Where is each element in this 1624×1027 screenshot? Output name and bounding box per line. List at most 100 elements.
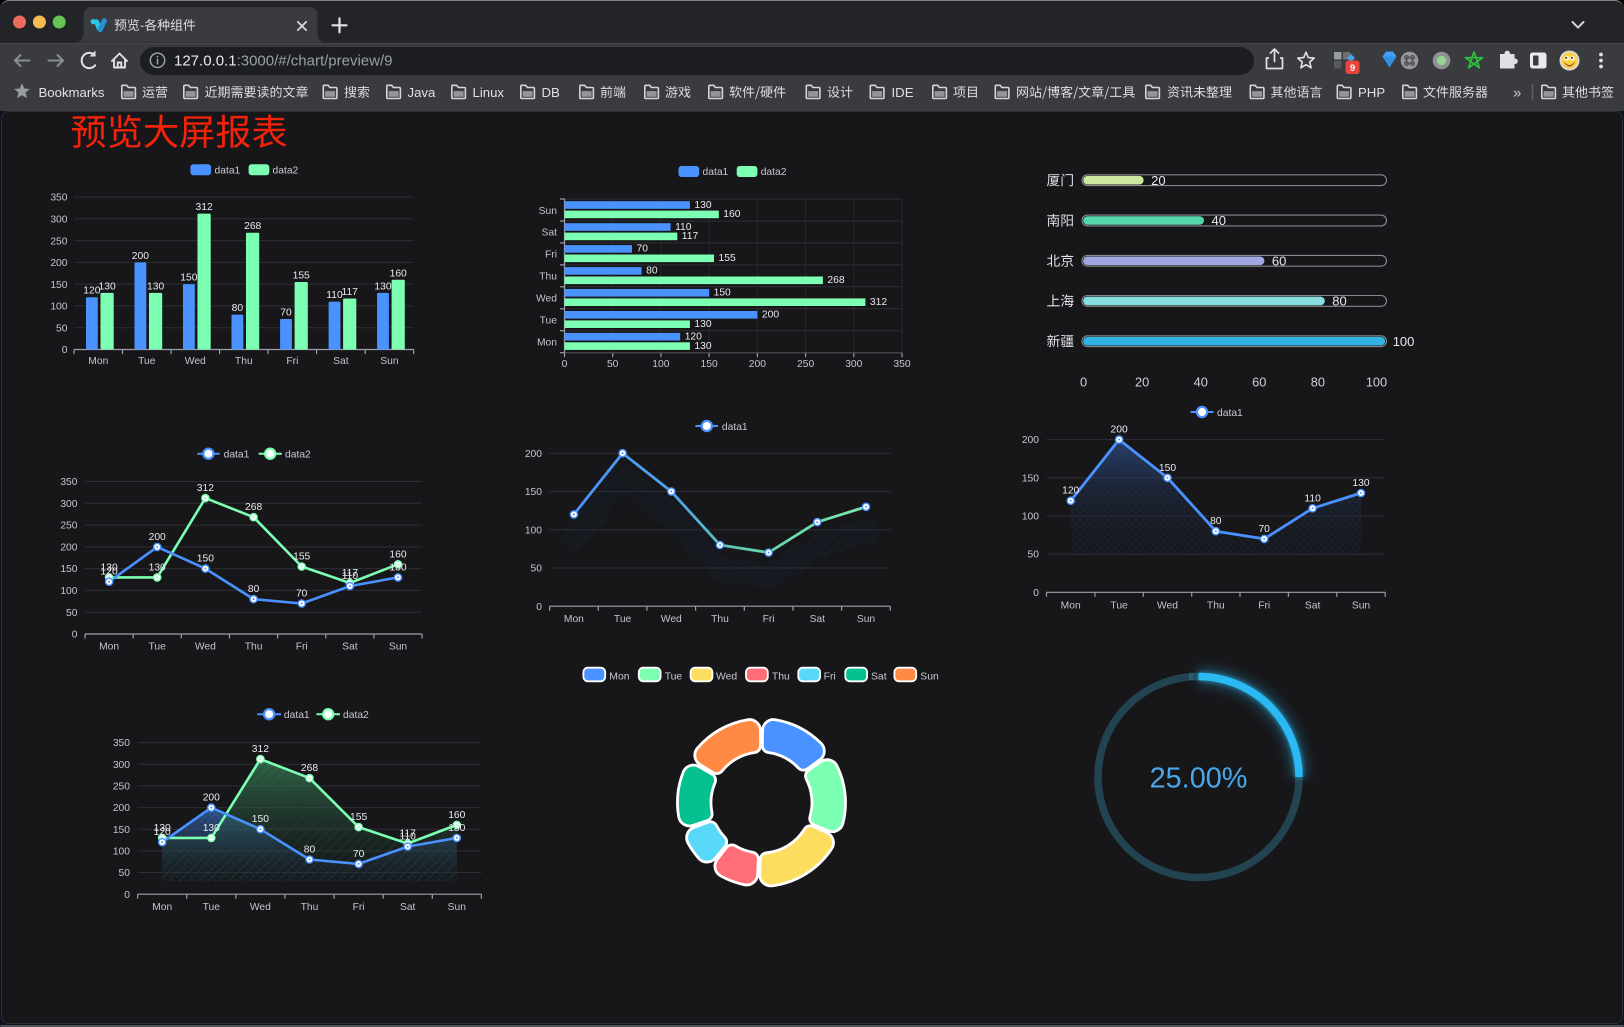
svg-text:268: 268 xyxy=(244,221,261,232)
svg-text:Tue: Tue xyxy=(203,902,221,913)
svg-text:120: 120 xyxy=(83,286,100,297)
svg-text:110: 110 xyxy=(342,571,359,582)
svg-text:Linux: Linux xyxy=(473,85,505,100)
svg-text:0: 0 xyxy=(62,345,68,356)
svg-text:Sat: Sat xyxy=(871,672,887,683)
svg-text:50: 50 xyxy=(119,868,131,879)
svg-text:0: 0 xyxy=(124,890,130,901)
svg-text:150: 150 xyxy=(60,564,77,575)
svg-text:Fri: Fri xyxy=(824,672,836,683)
svg-text:data1: data1 xyxy=(722,422,748,433)
svg-text:80: 80 xyxy=(248,584,260,595)
svg-text:130: 130 xyxy=(99,281,116,292)
svg-text:Mon: Mon xyxy=(1061,601,1081,612)
svg-text:117: 117 xyxy=(342,568,359,579)
svg-text:100: 100 xyxy=(525,525,542,536)
svg-text:117: 117 xyxy=(682,231,699,242)
svg-text:200: 200 xyxy=(762,310,779,321)
svg-text:Sun: Sun xyxy=(539,206,558,217)
svg-text:0: 0 xyxy=(1080,375,1087,390)
svg-text:250: 250 xyxy=(50,236,67,247)
svg-text:155: 155 xyxy=(293,271,310,282)
svg-text:0: 0 xyxy=(1033,588,1039,599)
svg-text:Thu: Thu xyxy=(772,672,790,683)
svg-text:Wed: Wed xyxy=(185,356,206,367)
svg-text:Thu: Thu xyxy=(245,642,263,653)
svg-text:100: 100 xyxy=(60,586,77,597)
svg-text:300: 300 xyxy=(113,760,130,771)
svg-text:40: 40 xyxy=(1212,213,1226,228)
svg-text:Wed: Wed xyxy=(250,902,271,913)
svg-text:Sat: Sat xyxy=(333,356,349,367)
svg-text:data1: data1 xyxy=(1217,408,1243,419)
svg-text:200: 200 xyxy=(60,543,77,554)
svg-text:data1: data1 xyxy=(224,450,250,461)
svg-text:110: 110 xyxy=(399,832,416,843)
svg-text:0: 0 xyxy=(536,602,542,613)
svg-text:110: 110 xyxy=(326,290,343,301)
svg-text:130: 130 xyxy=(154,823,171,834)
svg-text:350: 350 xyxy=(113,738,130,749)
svg-text:Tue: Tue xyxy=(665,672,683,683)
svg-text:150: 150 xyxy=(714,288,731,299)
svg-text:Thu: Thu xyxy=(301,902,319,913)
svg-text:Tue: Tue xyxy=(149,642,167,653)
svg-text:Wed: Wed xyxy=(661,614,682,625)
svg-text:Sun: Sun xyxy=(448,902,467,913)
svg-text:100: 100 xyxy=(113,847,130,858)
svg-text:80: 80 xyxy=(646,266,658,277)
svg-text:300: 300 xyxy=(60,499,77,510)
svg-text:Wed: Wed xyxy=(536,294,557,305)
svg-text:Sun: Sun xyxy=(1352,601,1371,612)
svg-text:Thu: Thu xyxy=(539,272,557,283)
svg-text:80: 80 xyxy=(232,303,244,314)
svg-text:PHP: PHP xyxy=(1358,85,1385,100)
svg-text:Sat: Sat xyxy=(400,902,416,913)
svg-text:Sat: Sat xyxy=(342,642,358,653)
svg-text:312: 312 xyxy=(197,483,214,494)
svg-text:130: 130 xyxy=(1352,478,1369,489)
svg-text:Fri: Fri xyxy=(296,642,308,653)
svg-text:200: 200 xyxy=(50,258,67,269)
svg-text:50: 50 xyxy=(66,608,78,619)
svg-text:70: 70 xyxy=(1258,524,1270,535)
svg-text:130: 130 xyxy=(694,200,711,211)
svg-text:350: 350 xyxy=(60,477,77,488)
svg-text:250: 250 xyxy=(797,359,814,370)
svg-text:Mon: Mon xyxy=(537,338,557,349)
svg-text:150: 150 xyxy=(1022,473,1039,484)
svg-text:0: 0 xyxy=(562,359,568,370)
svg-text:350: 350 xyxy=(50,193,67,204)
svg-text:312: 312 xyxy=(870,297,887,308)
svg-text:150: 150 xyxy=(252,814,269,825)
svg-text:40: 40 xyxy=(1194,375,1208,390)
svg-text:Sun: Sun xyxy=(380,356,399,367)
svg-text:Fri: Fri xyxy=(353,902,365,913)
svg-text:155: 155 xyxy=(293,552,310,563)
svg-text:Thu: Thu xyxy=(235,356,253,367)
svg-text:70: 70 xyxy=(296,589,308,600)
svg-text:100: 100 xyxy=(652,359,669,370)
svg-text:data1: data1 xyxy=(703,167,729,178)
svg-text:Fri: Fri xyxy=(545,250,557,261)
svg-text:130: 130 xyxy=(147,281,164,292)
svg-text:130: 130 xyxy=(101,562,118,573)
svg-text:Mon: Mon xyxy=(564,614,584,625)
svg-text:130: 130 xyxy=(149,562,166,573)
svg-text:150: 150 xyxy=(50,280,67,291)
svg-text:Sat: Sat xyxy=(810,614,826,625)
svg-text:100: 100 xyxy=(1393,334,1415,349)
svg-text:150: 150 xyxy=(113,825,130,836)
svg-text:50: 50 xyxy=(531,564,543,575)
svg-text:150: 150 xyxy=(701,359,718,370)
svg-text:Sun: Sun xyxy=(389,642,408,653)
svg-text:Tue: Tue xyxy=(614,614,632,625)
svg-text:»: » xyxy=(1513,85,1521,102)
svg-text:130: 130 xyxy=(203,823,220,834)
svg-text:Sat: Sat xyxy=(1305,601,1321,612)
svg-text:Fri: Fri xyxy=(763,614,775,625)
svg-text:350: 350 xyxy=(893,359,910,370)
svg-text:data2: data2 xyxy=(761,167,787,178)
svg-text:100: 100 xyxy=(50,302,67,313)
svg-text:data2: data2 xyxy=(273,165,299,176)
